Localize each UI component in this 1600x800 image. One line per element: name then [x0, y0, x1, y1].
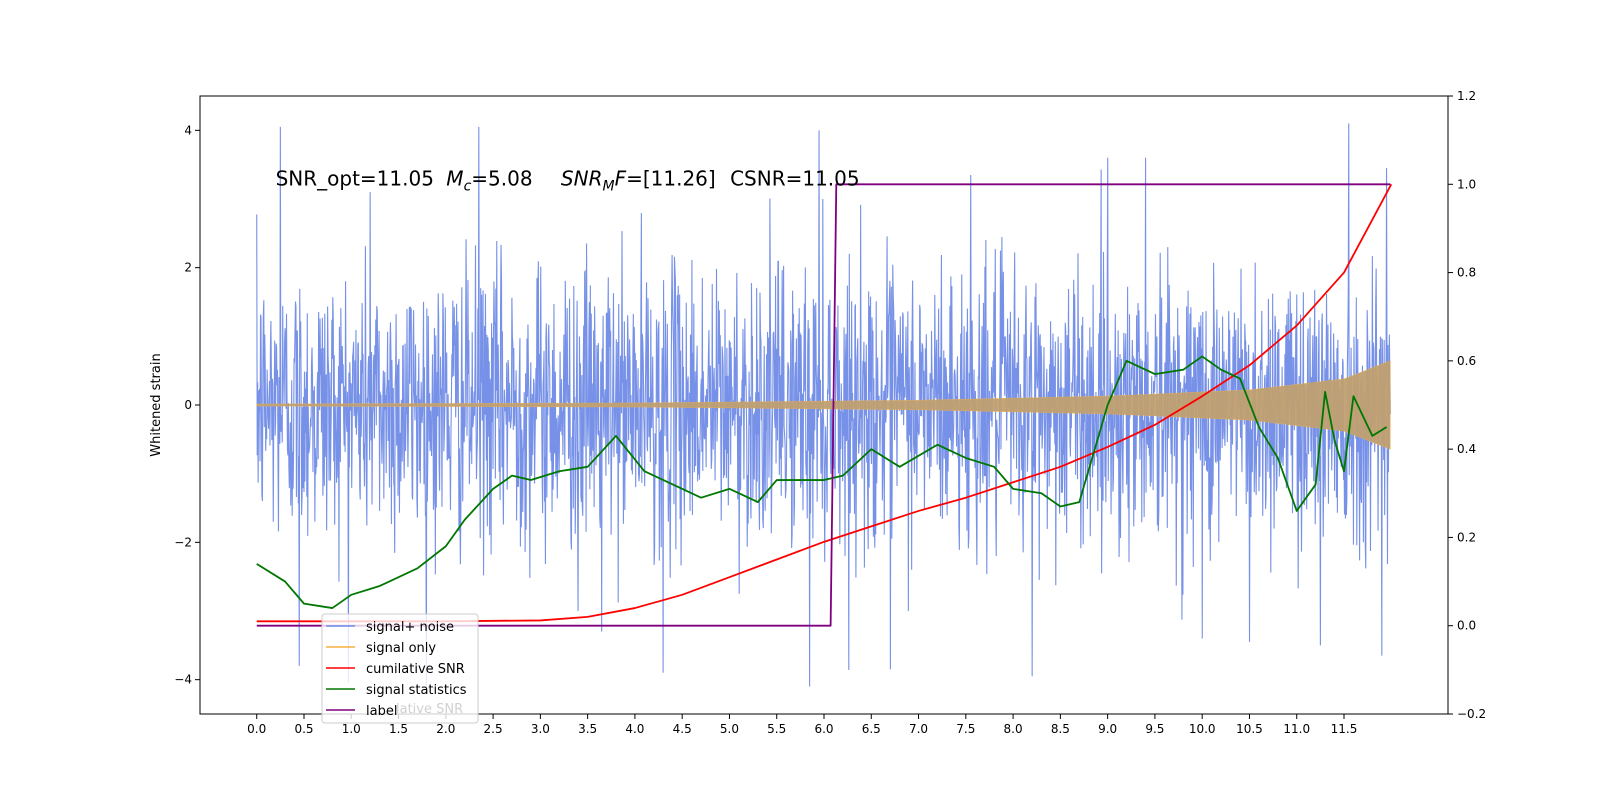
signal-only-series: [256, 360, 1391, 450]
right-axis-series: [256, 183, 1393, 627]
x-tick-label: 8.5: [1051, 722, 1070, 736]
legend-entry-label: label: [326, 704, 397, 719]
legend-entry-signal-only: signal only: [326, 641, 436, 656]
snrmf-symbol: SNR: [561, 166, 603, 190]
y-tick-label: −4: [174, 673, 192, 687]
signal-noise-series: [256, 123, 1391, 693]
signal-statistics-line: [256, 355, 1388, 609]
csnr-text: CSNR=11.05: [730, 166, 860, 190]
x-axis: 0.0 0.5 1.0 1.5 2.0 2.5 3.0 3.5 4.0 4.5 5.0 5.5 6.0 6…: [247, 714, 1357, 736]
legend-overlap-text: lative SNR: [396, 702, 463, 717]
snrmf-subscript: M: [602, 178, 614, 194]
mc-symbol: M: [446, 166, 463, 190]
x-tick-label: 5.5: [767, 722, 786, 736]
legend-label-signal-noise: signal+ noise: [366, 620, 454, 635]
y-tick-label: −2: [174, 535, 192, 549]
signal-only-band: [256, 360, 1391, 450]
legend-label-label: label: [366, 704, 397, 719]
x-tick-label: 8.0: [1004, 722, 1023, 736]
snr-annotation: SNR_opt=11.05 Mc=5.08 SNRMF=[11.26] CSNR…: [276, 166, 860, 194]
y-tick-label: 4: [184, 123, 192, 137]
x-tick-label: 3.0: [531, 722, 550, 736]
snrmf-value: =[11.26]: [626, 166, 716, 190]
x-tick-label: 9.5: [1145, 722, 1164, 736]
x-tick-label: 2.5: [484, 722, 503, 736]
y2-tick-label: 0.6: [1457, 354, 1476, 368]
x-tick-label: 10.5: [1236, 722, 1263, 736]
x-tick-label: 7.5: [956, 722, 975, 736]
x-tick-label: 2.0: [436, 722, 455, 736]
x-tick-label: 3.5: [578, 722, 597, 736]
x-tick-label: 0.5: [294, 722, 313, 736]
y2-tick-label: 0.0: [1457, 619, 1476, 633]
x-tick-label: 6.0: [814, 722, 833, 736]
signal-noise-line: [256, 123, 1391, 693]
x-tick-label: 1.5: [389, 722, 408, 736]
y2-tick-label: −0.2: [1457, 707, 1486, 721]
y2-tick-label: 0.8: [1457, 266, 1476, 280]
x-tick-label: 9.0: [1098, 722, 1117, 736]
label-line: [256, 183, 1391, 627]
mc-subscript: c: [464, 178, 472, 194]
legend-box: [321, 613, 479, 724]
snr-opt-text: SNR_opt=11.05: [276, 166, 434, 190]
y2-tick-label: 0.2: [1457, 530, 1476, 544]
legend-label-signal-only: signal only: [366, 641, 436, 656]
y-axis-right: −0.2 0.0 0.2 0.4 0.6 0.8 1.0 1.2: [1448, 89, 1486, 721]
y2-tick-label: 1.0: [1457, 177, 1476, 191]
x-tick-label: 11.5: [1331, 722, 1358, 736]
legend-entry-cumulative-snr: cumilative SNR: [326, 662, 465, 677]
legend: lative SNR signal+ noise signal only cum…: [321, 613, 479, 724]
plot-area: [256, 123, 1393, 693]
x-tick-label: 10.0: [1189, 722, 1216, 736]
cumulative-snr-line: [256, 183, 1393, 623]
y-axis-label: Whitened strain: [149, 353, 164, 456]
x-tick-label: 4.0: [625, 722, 644, 736]
y-tick-label: 2: [184, 261, 192, 275]
y2-tick-label: 1.2: [1457, 89, 1476, 103]
snrmf-f: F: [615, 166, 627, 190]
y-tick-label: 0: [184, 398, 192, 412]
y-axis-left: −4 −2 0 2 4: [174, 123, 200, 687]
legend-label-cumulative-snr: cumilative SNR: [366, 662, 465, 677]
legend-label-signal-statistics: signal statistics: [366, 683, 467, 698]
x-tick-label: 11.0: [1283, 722, 1310, 736]
legend-entry-signal-noise: signal+ noise: [326, 620, 454, 635]
x-tick-label: 1.0: [342, 722, 361, 736]
mc-value: =5.08: [471, 166, 532, 190]
x-tick-label: 0.0: [247, 722, 266, 736]
x-tick-label: 7.0: [909, 722, 928, 736]
legend-entry-signal-statistics: signal statistics: [326, 683, 467, 698]
y2-tick-label: 0.4: [1457, 442, 1476, 456]
x-tick-label: 6.5: [862, 722, 881, 736]
x-tick-label: 5.0: [720, 722, 739, 736]
x-tick-label: 4.5: [673, 722, 692, 736]
